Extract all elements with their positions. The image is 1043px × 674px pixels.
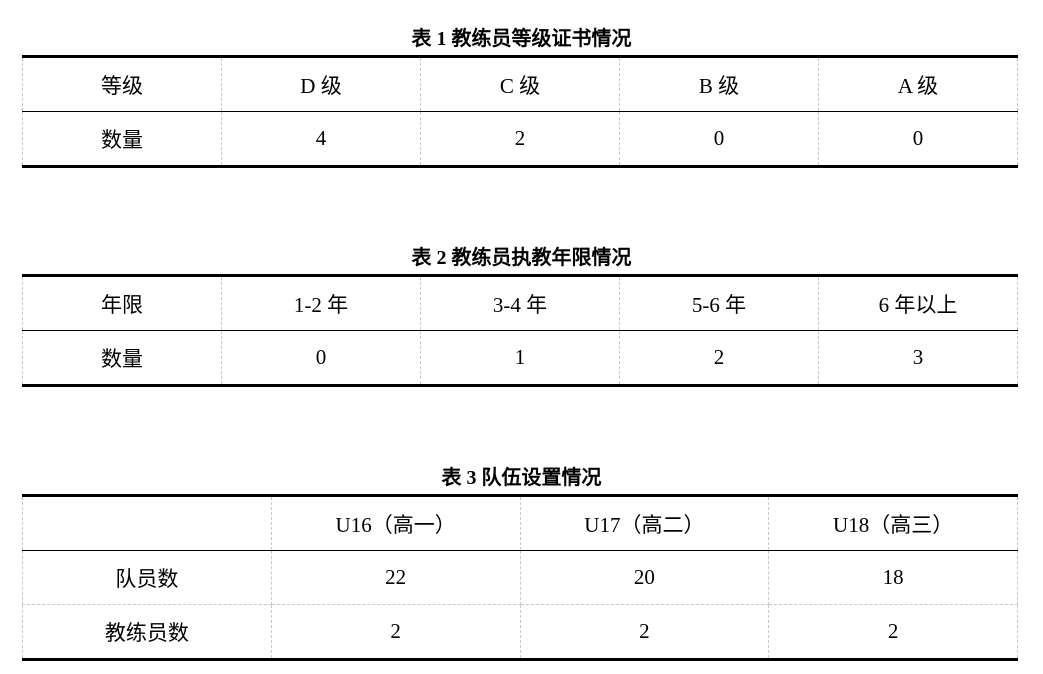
table-header-row: 等级 D 级 C 级 B 级 A 级 [22,56,1018,112]
cell: 2 [519,604,770,660]
row-label: 队员数 [22,550,272,605]
cell: 1 [420,330,620,386]
table-row: 教练员数 2 2 2 [22,604,1018,660]
table-row: 队员数 22 20 18 [22,550,1018,605]
table3-team-setup: U16（高一） U17（高二） U18（高三） 队员数 22 20 18 教练员… [22,494,1018,661]
cell: 20 [519,550,770,605]
table2-title: 表 2 教练员执教年限情况 [411,247,632,269]
header-cell: 等级 [22,56,222,112]
row-label: 教练员数 [22,604,272,660]
header-cell: C 级 [420,56,620,112]
header-cell: U16（高一） [270,495,521,551]
header-cell: 1-2 年 [221,275,421,331]
cell: 0 [818,111,1018,167]
row-label: 数量 [22,330,222,386]
cell: 0 [221,330,421,386]
table-header-row: U16（高一） U17（高二） U18（高三） [22,495,1018,551]
table3-title: 表 3 队伍设置情况 [441,467,602,489]
cell: 3 [818,330,1018,386]
table2-coaching-years: 年限 1-2 年 3-4 年 5-6 年 6 年以上 数量 0 1 2 3 [22,274,1018,387]
row-label: 数量 [22,111,222,167]
cell: 2 [619,330,819,386]
cell: 0 [619,111,819,167]
header-cell: A 级 [818,56,1018,112]
header-cell: D 级 [221,56,421,112]
table1-coach-certificates: 等级 D 级 C 级 B 级 A 级 数量 4 2 0 0 [22,55,1018,168]
header-cell: 6 年以上 [818,275,1018,331]
cell: 2 [270,604,521,660]
cell: 2 [420,111,620,167]
cell: 18 [768,550,1018,605]
header-cell: 3-4 年 [420,275,620,331]
cell: 22 [270,550,521,605]
cell: 2 [768,604,1018,660]
header-cell: U17（高二） [519,495,770,551]
table-row: 数量 0 1 2 3 [22,330,1018,386]
header-cell [22,495,272,551]
header-cell: 5-6 年 [619,275,819,331]
header-cell: B 级 [619,56,819,112]
header-cell: U18（高三） [768,495,1018,551]
table-header-row: 年限 1-2 年 3-4 年 5-6 年 6 年以上 [22,275,1018,331]
table-row: 数量 4 2 0 0 [22,111,1018,167]
header-cell: 年限 [22,275,222,331]
cell: 4 [221,111,421,167]
table1-title: 表 1 教练员等级证书情况 [411,28,632,50]
